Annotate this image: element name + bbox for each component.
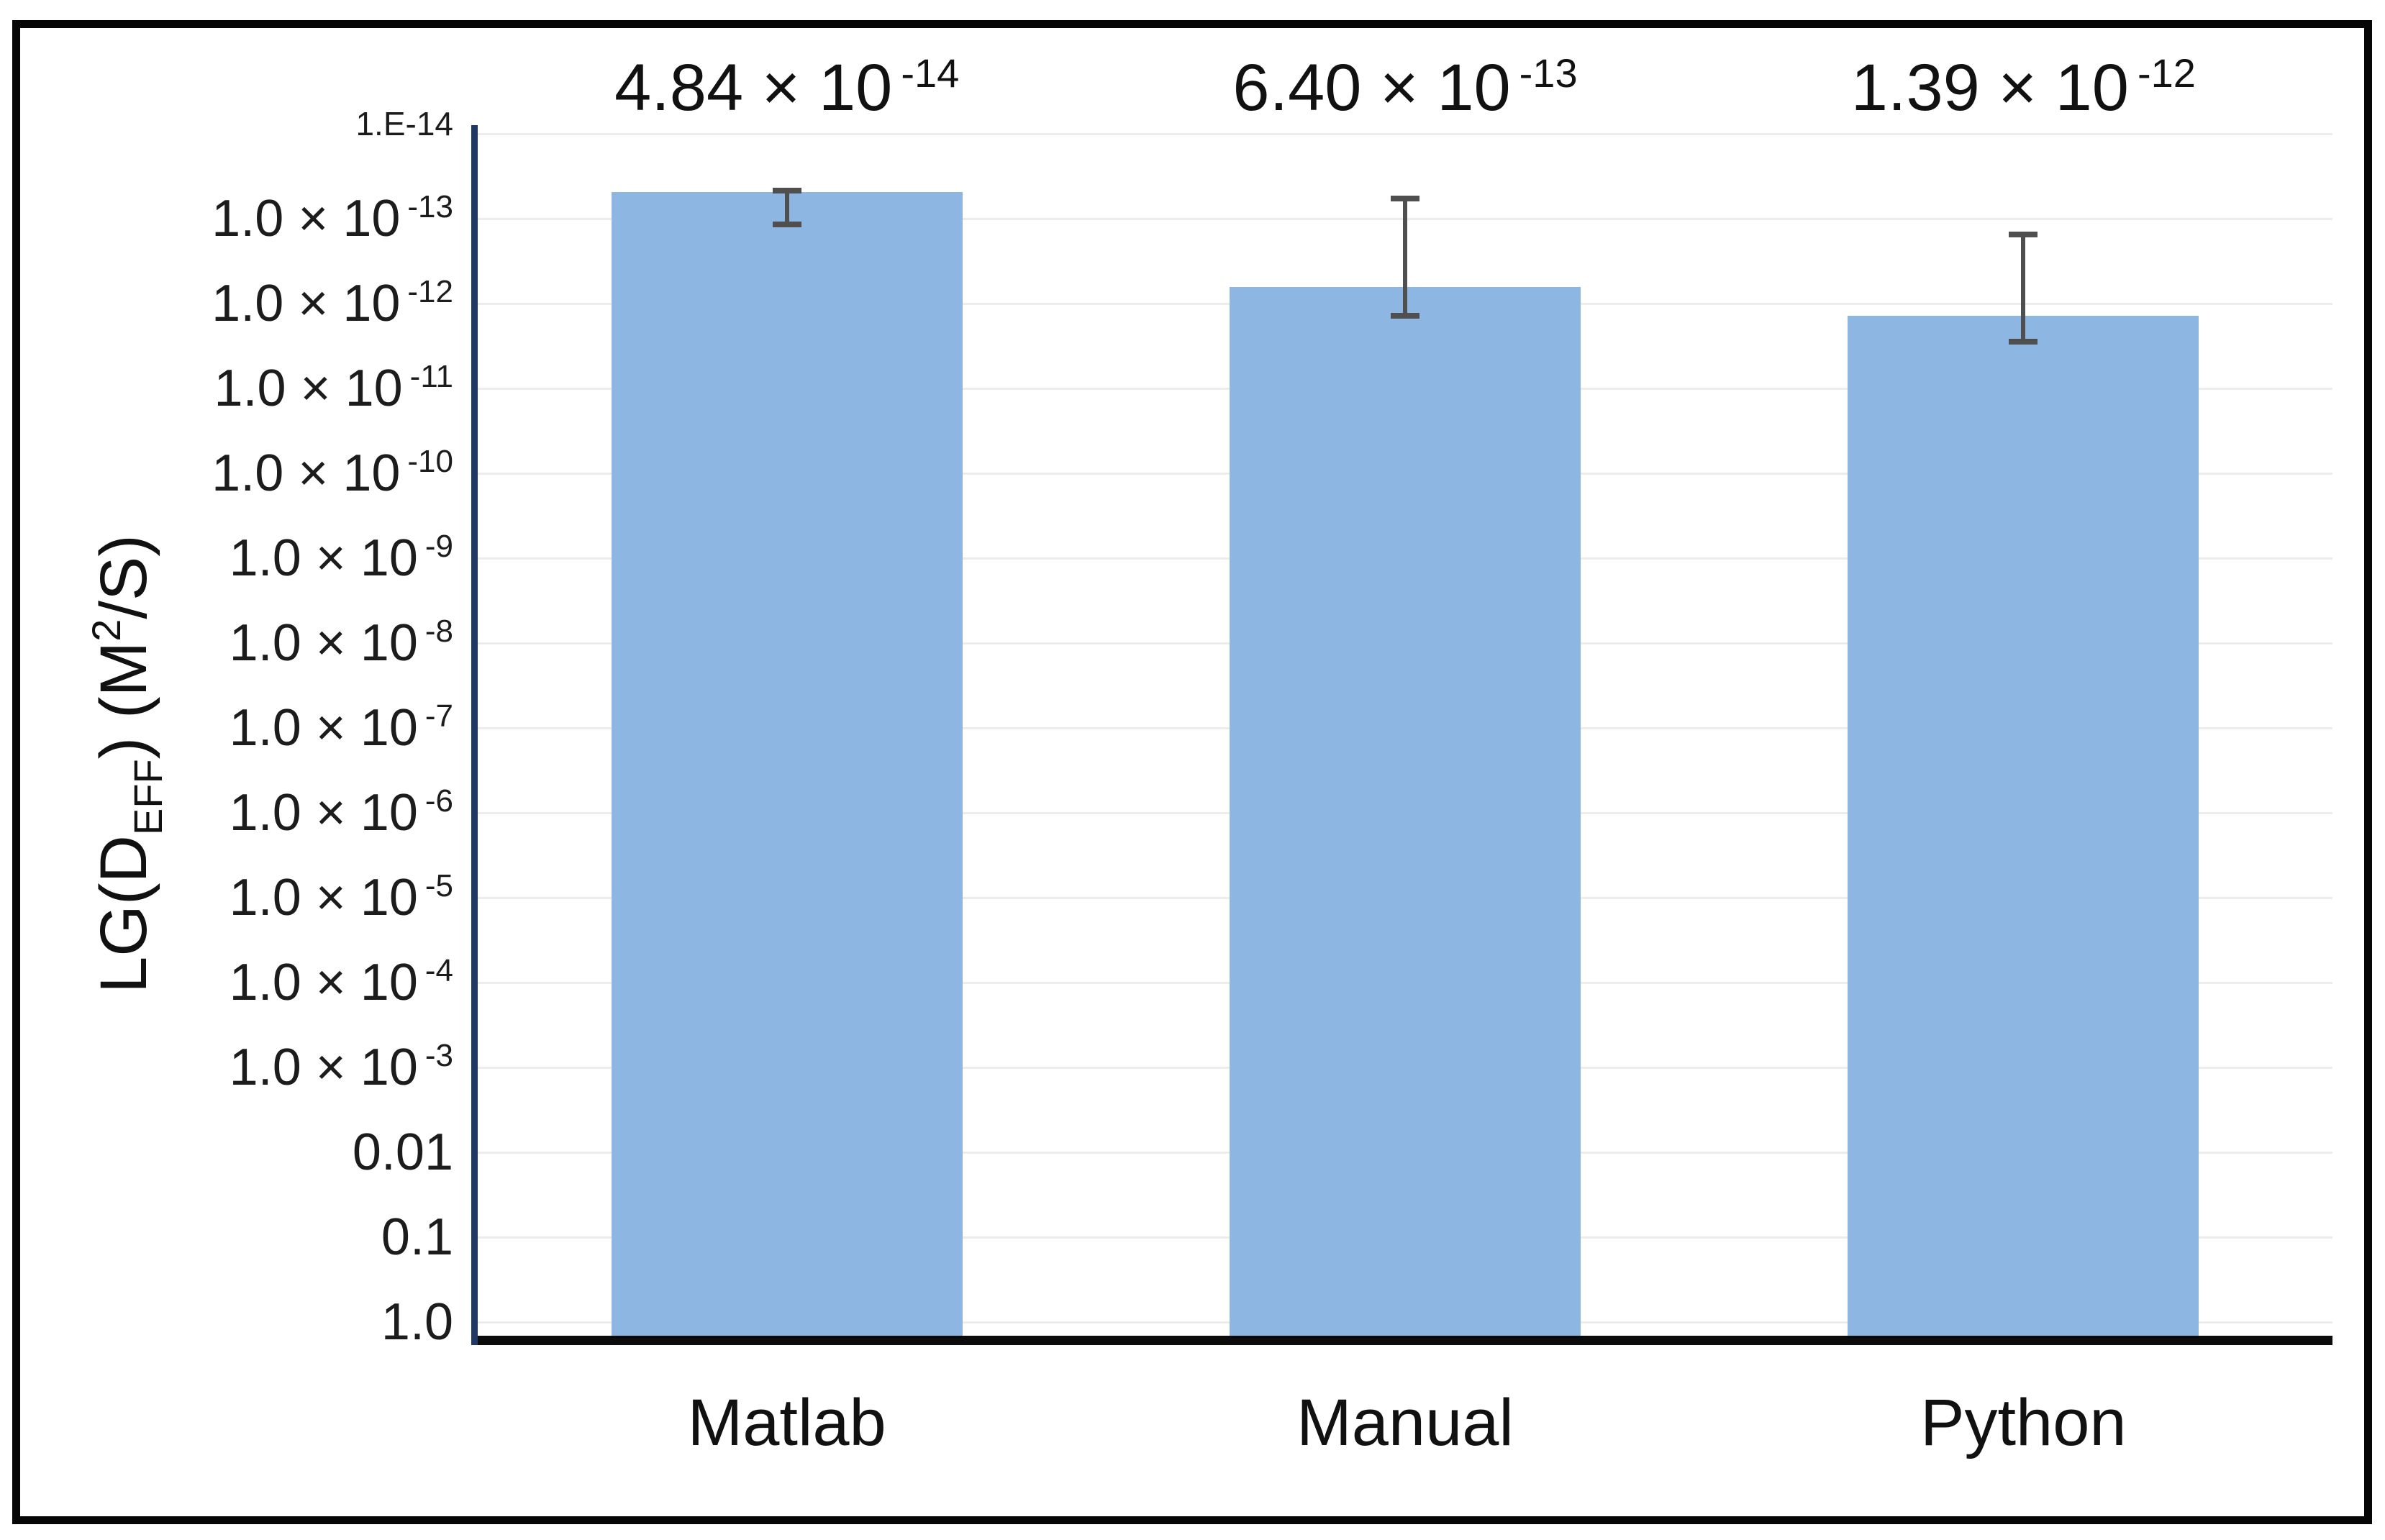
tick-text: 1.0 <box>381 1293 453 1351</box>
y-axis-title: LG(DEFF) (M2/S) <box>83 534 171 993</box>
value-mantissa: 6.40 × 10 <box>1232 51 1511 124</box>
bar-matlab <box>611 191 963 1336</box>
value-exponent: -13 <box>1519 50 1578 96</box>
tick-mantissa: 1.0 × 10 <box>212 190 401 247</box>
value-mantissa: 4.84 × 10 <box>614 51 893 124</box>
tick-exponent: -13 <box>407 189 453 224</box>
tick-mantissa: 1.0 × 10 <box>214 360 403 417</box>
error-bar-bottom-cap <box>1391 313 1419 319</box>
bar-value-label: 1.39 × 10 -12 <box>1851 53 2196 122</box>
y-axis-tick-label: 1.0 × 10 -6 <box>0 784 453 842</box>
y-axis-tick-label: 1.0 × 10 -7 <box>0 699 453 757</box>
error-bar-top-cap <box>1391 196 1419 202</box>
tick-mantissa: 1.0 × 10 <box>229 954 418 1011</box>
gridline <box>478 133 2332 135</box>
value-exponent: -14 <box>901 50 960 96</box>
tick-mantissa: 1.0 × 10 <box>229 614 418 672</box>
tick-mantissa: 1.0 × 10 <box>229 1039 418 1096</box>
y-axis-tick-label: 1.0 × 10 -5 <box>0 869 453 926</box>
y-axis-max-tick-label: 1.E-14 <box>355 105 453 142</box>
error-bar-line <box>784 191 789 225</box>
y-axis-tick-label: 1.0 × 10 -11 <box>0 360 453 417</box>
y-axis-tick-label: 1.0 × 10 -10 <box>0 444 453 502</box>
tick-exponent: -4 <box>424 953 453 988</box>
bar-manual <box>1230 287 1581 1336</box>
y-axis-tick-label: 0.1 <box>0 1211 453 1263</box>
tick-exponent: -3 <box>424 1038 453 1073</box>
tick-mantissa: 1.0 × 10 <box>212 275 401 332</box>
category-label-manual: Manual <box>1296 1386 1514 1459</box>
y-axis-tick-label: 0.01 <box>0 1126 453 1178</box>
tick-text: 0.01 <box>352 1124 453 1181</box>
tick-exponent: -5 <box>424 868 453 903</box>
tick-exponent: -6 <box>424 783 453 819</box>
tick-exponent: -12 <box>407 274 453 309</box>
y-axis-tick-label: 1.0 × 10 -3 <box>0 1039 453 1096</box>
y-axis-tick-label: 1.0 × 10 -13 <box>0 190 453 247</box>
y-axis-tick-label: 1.0 × 10 -12 <box>0 275 453 332</box>
tick-mantissa: 1.0 × 10 <box>229 869 418 926</box>
error-bar-top-cap <box>2009 232 2038 238</box>
error-bar-bottom-cap <box>2009 338 2038 345</box>
category-label-python: Python <box>1920 1386 2127 1459</box>
error-bar-line <box>2021 234 2026 342</box>
bar-python <box>1848 315 2199 1336</box>
tick-mantissa: 1.0 × 10 <box>212 445 401 502</box>
error-bar-line <box>1403 199 1407 316</box>
tick-exponent: -10 <box>407 444 453 479</box>
value-mantissa: 1.39 × 10 <box>1850 51 2129 124</box>
tick-exponent: -8 <box>424 614 453 649</box>
y-axis-tick-label: 1.0 × 10 -9 <box>0 529 453 587</box>
y-axis-tick-label: 1.0 <box>0 1296 453 1348</box>
error-bar-bottom-cap <box>772 222 801 228</box>
bar-value-label: 4.84 × 10 -14 <box>614 53 959 122</box>
tick-exponent: -11 <box>409 359 453 394</box>
y-axis-line <box>471 125 478 1345</box>
tick-exponent: -7 <box>424 698 453 734</box>
tick-exponent: -9 <box>424 529 453 564</box>
value-exponent: -12 <box>2137 50 2196 96</box>
tick-mantissa: 1.0 × 10 <box>229 699 418 757</box>
tick-mantissa: 1.0 × 10 <box>229 784 418 842</box>
bar-value-label: 6.40 × 10 -13 <box>1232 53 1577 122</box>
tick-text: 0.1 <box>381 1208 453 1266</box>
x-axis-line <box>478 1336 2332 1345</box>
error-bar-top-cap <box>772 188 801 194</box>
y-axis-tick-label: 1.0 × 10 -8 <box>0 614 453 672</box>
tick-mantissa: 1.0 × 10 <box>229 529 418 587</box>
category-label-matlab: Matlab <box>687 1386 886 1459</box>
y-axis-tick-label: 1.0 × 10 -4 <box>0 954 453 1011</box>
